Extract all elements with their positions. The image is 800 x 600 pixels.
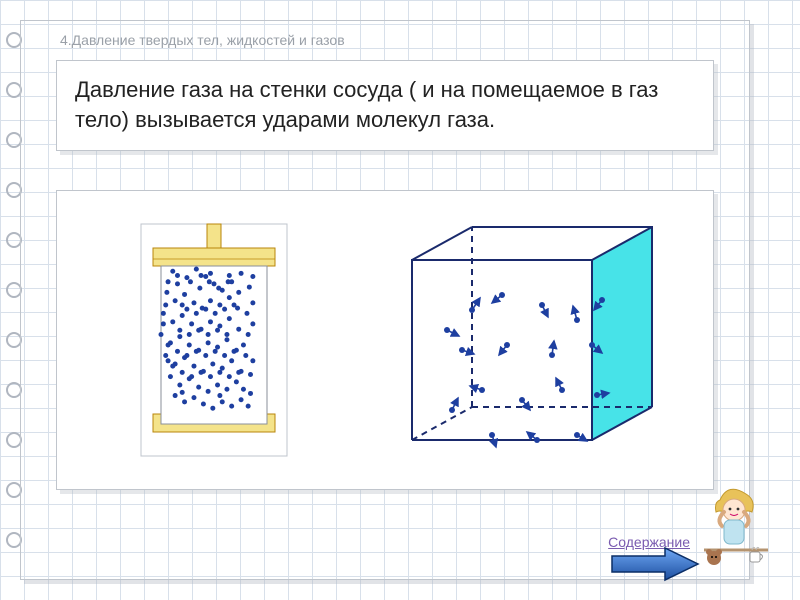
heading-text: Давление газа на стенки сосуда ( и на по…	[75, 75, 695, 134]
chapter-breadcrumb: 4.Давление твердых тел, жидкостей и газо…	[60, 32, 345, 48]
figures-card	[56, 190, 714, 490]
next-arrow-button[interactable]	[610, 546, 700, 582]
heading-card: Давление газа на стенки сосуда ( и на по…	[56, 60, 714, 151]
cube-figure	[372, 210, 672, 470]
mascot-illustration	[700, 482, 772, 572]
cylinder-figure	[99, 210, 329, 470]
